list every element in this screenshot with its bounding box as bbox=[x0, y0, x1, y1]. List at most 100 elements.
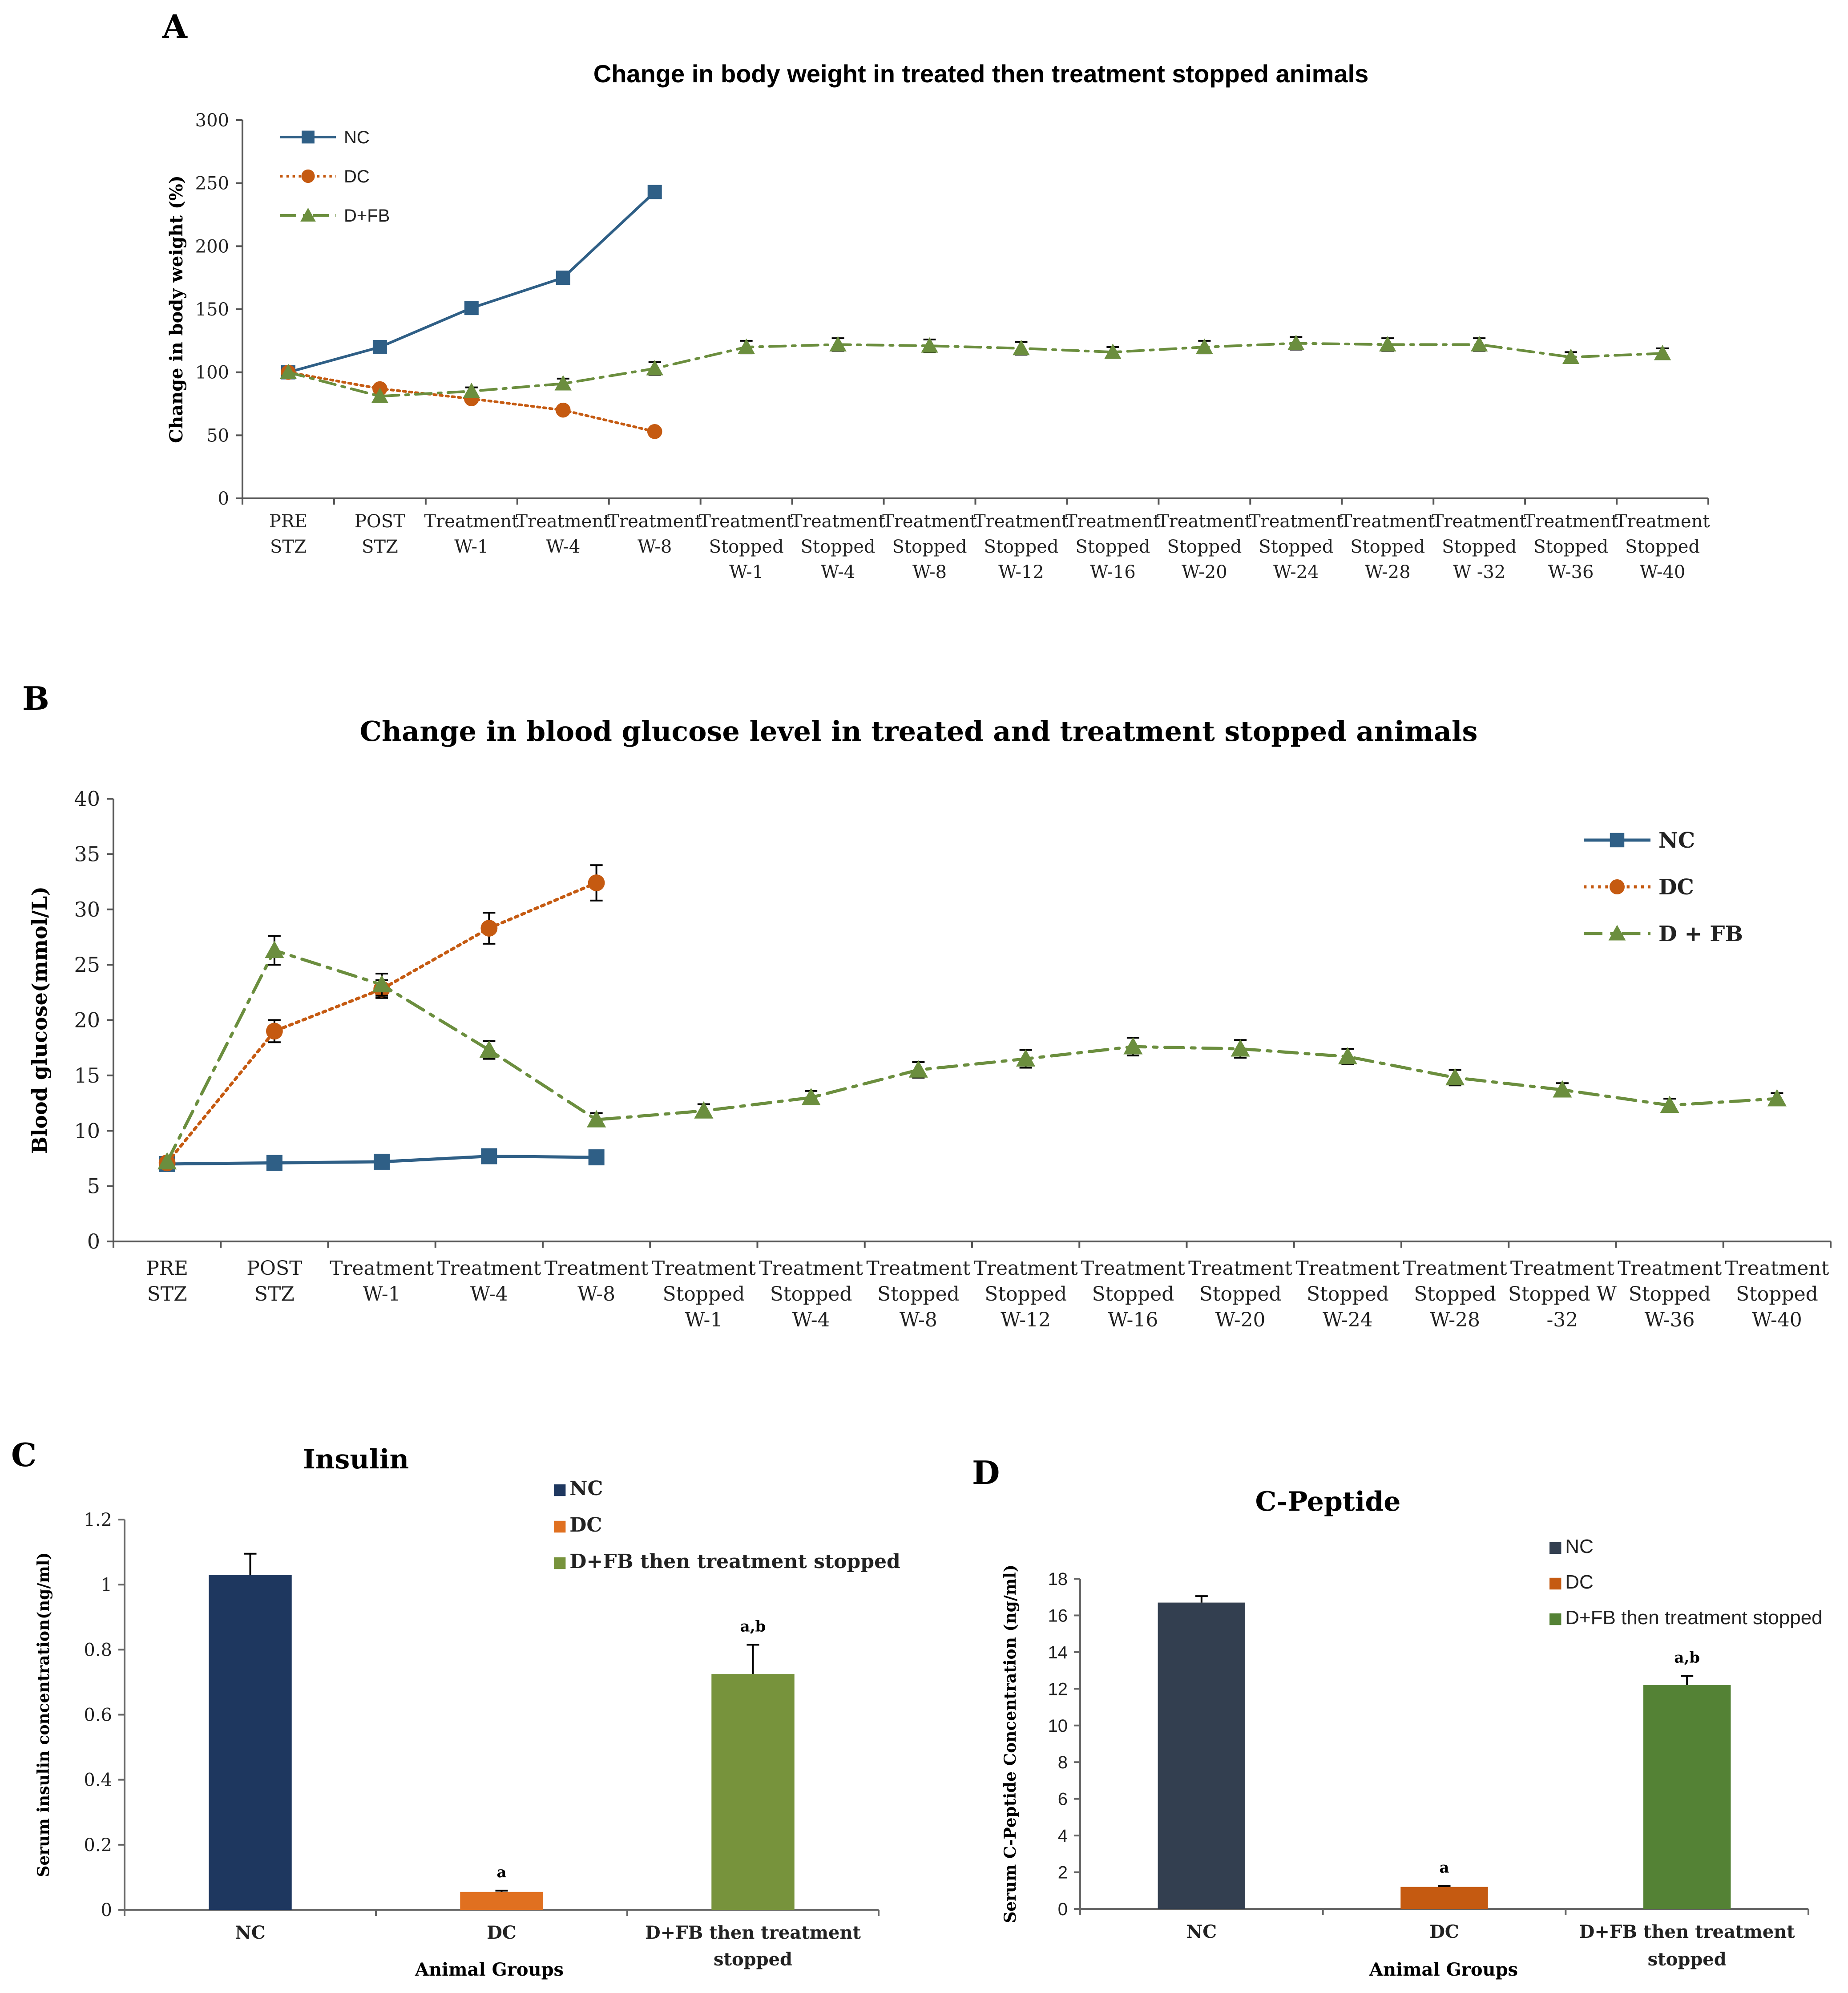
x-tick-label: Stopped bbox=[1629, 1283, 1711, 1306]
y-tick-label: 300 bbox=[195, 110, 229, 131]
x-tick-label: PRE bbox=[269, 511, 307, 532]
x-tick-label: Treatment bbox=[699, 511, 794, 532]
x-tick-label: W-28 bbox=[1430, 1309, 1480, 1331]
data-point bbox=[1553, 1080, 1572, 1098]
x-tick-label: Treatment bbox=[1615, 511, 1710, 532]
data-point bbox=[1231, 1039, 1250, 1057]
y-tick-label: 5 bbox=[87, 1174, 100, 1198]
x-tick-label: W-4 bbox=[792, 1309, 830, 1331]
panel-label-b: B bbox=[22, 679, 49, 717]
y-tick-label: 1 bbox=[101, 1575, 112, 1595]
x-tick-label: Treatment bbox=[974, 1257, 1078, 1280]
y-tick-label: 6 bbox=[1058, 1790, 1068, 1809]
legend-marker bbox=[302, 130, 315, 144]
x-tick-label: W-16 bbox=[1108, 1309, 1158, 1331]
x-tick-label: Treatment bbox=[791, 511, 885, 532]
data-label: a,b bbox=[1674, 1649, 1700, 1666]
x-tick-label: W-1 bbox=[363, 1283, 401, 1306]
x-tick-label: W-4 bbox=[546, 537, 580, 557]
chart-c-insulin: Insulin Serum insulin concentration(ng/ml… bbox=[34, 1444, 900, 1980]
x-tick-label: W-1 bbox=[729, 562, 763, 582]
data-point bbox=[694, 1101, 714, 1119]
chart-a-title: Change in body weight in treated then tr… bbox=[593, 60, 1368, 88]
x-tick-label: Stopped bbox=[1092, 1283, 1174, 1306]
chart-c-title: Insulin bbox=[303, 1444, 409, 1475]
y-tick-label: 0 bbox=[101, 1900, 112, 1920]
y-tick-label: 4 bbox=[1058, 1826, 1068, 1846]
data-point bbox=[157, 1152, 177, 1170]
x-tick-label: Treatment bbox=[882, 511, 977, 532]
x-tick-label: W-1 bbox=[685, 1309, 722, 1331]
y-tick-label: 2 bbox=[1058, 1863, 1068, 1883]
data-point bbox=[1104, 344, 1122, 359]
data-point bbox=[555, 402, 571, 418]
data-point bbox=[587, 1110, 606, 1128]
x-tick-label: STZ bbox=[147, 1283, 187, 1306]
x-tick-label: -32 bbox=[1546, 1309, 1578, 1331]
x-tick-label: Treatment bbox=[330, 1257, 434, 1280]
legend-label: NC bbox=[344, 128, 370, 147]
x-tick-label: NC bbox=[235, 1922, 265, 1943]
data-point bbox=[1123, 1037, 1143, 1055]
y-tick-label: 10 bbox=[74, 1119, 100, 1143]
chart-c-x-axis-label: Animal Groups bbox=[415, 1959, 564, 1980]
x-tick-label: Treatment bbox=[1524, 511, 1618, 532]
data-point bbox=[266, 1023, 283, 1040]
x-tick-label: Stopped bbox=[1442, 537, 1517, 557]
data-point bbox=[279, 364, 297, 380]
x-tick-label: Treatment bbox=[1188, 1257, 1292, 1280]
data-point bbox=[1562, 348, 1580, 364]
series-line-nc bbox=[286, 190, 656, 374]
legend-label: DC bbox=[344, 167, 370, 186]
y-tick-label: 15 bbox=[74, 1063, 100, 1087]
data-point bbox=[554, 375, 572, 391]
y-tick-label: 18 bbox=[1048, 1569, 1068, 1589]
bar bbox=[1400, 1887, 1488, 1909]
x-tick-label: W-8 bbox=[912, 562, 947, 582]
data-label: a bbox=[496, 1864, 506, 1881]
bar bbox=[711, 1674, 795, 1910]
x-tick-label: Treatment bbox=[652, 1257, 756, 1280]
x-tick-label: Treatment bbox=[1340, 511, 1435, 532]
data-point bbox=[266, 1155, 282, 1171]
x-tick-label: W-8 bbox=[577, 1283, 615, 1306]
y-tick-label: 16 bbox=[1048, 1606, 1068, 1625]
data-point bbox=[464, 301, 479, 315]
x-tick-label: Treatment bbox=[607, 511, 702, 532]
x-tick-label: Stopped bbox=[984, 537, 1058, 557]
data-point bbox=[372, 975, 391, 993]
data-point bbox=[372, 340, 387, 354]
y-tick-label: 14 bbox=[1048, 1643, 1068, 1662]
legend-label: DC bbox=[1565, 1571, 1594, 1593]
x-tick-label: Treatment bbox=[437, 1257, 541, 1280]
x-tick-label: W-20 bbox=[1215, 1309, 1266, 1331]
data-point bbox=[588, 874, 605, 891]
x-tick-label: Stopped bbox=[662, 1283, 745, 1306]
data-point bbox=[921, 337, 938, 353]
y-tick-label: 250 bbox=[195, 174, 229, 194]
panel-label-a: A bbox=[162, 8, 188, 45]
y-tick-label: 0.4 bbox=[84, 1770, 112, 1791]
legend-swatch bbox=[1549, 1542, 1562, 1554]
data-point bbox=[801, 1088, 821, 1105]
chart-b-blood-glucose: Change in blood glucose level in treated… bbox=[28, 715, 1832, 1331]
x-tick-label: Treatment bbox=[1295, 1257, 1400, 1280]
x-tick-label: Stopped bbox=[801, 537, 876, 557]
legend-marker bbox=[300, 207, 316, 222]
x-tick-label: STZ bbox=[362, 537, 398, 557]
x-tick-label: W-4 bbox=[470, 1283, 508, 1306]
y-tick-label: 35 bbox=[74, 842, 100, 866]
series-line-dc bbox=[165, 881, 598, 1164]
x-tick-label: Treatment bbox=[1403, 1257, 1507, 1280]
data-point bbox=[265, 941, 284, 958]
x-tick-label: POST bbox=[246, 1257, 302, 1280]
data-point bbox=[1196, 338, 1213, 354]
y-tick-label: 200 bbox=[195, 236, 229, 257]
x-tick-label: W-4 bbox=[821, 562, 855, 582]
panel-label-d: D bbox=[972, 1454, 1000, 1492]
data-point bbox=[1470, 336, 1488, 352]
panel-label-c: C bbox=[11, 1436, 36, 1474]
chart-d-c-peptide: C-Peptide Serum C-Peptide Concentration (… bbox=[1001, 1486, 1823, 1980]
data-point bbox=[1287, 335, 1305, 350]
